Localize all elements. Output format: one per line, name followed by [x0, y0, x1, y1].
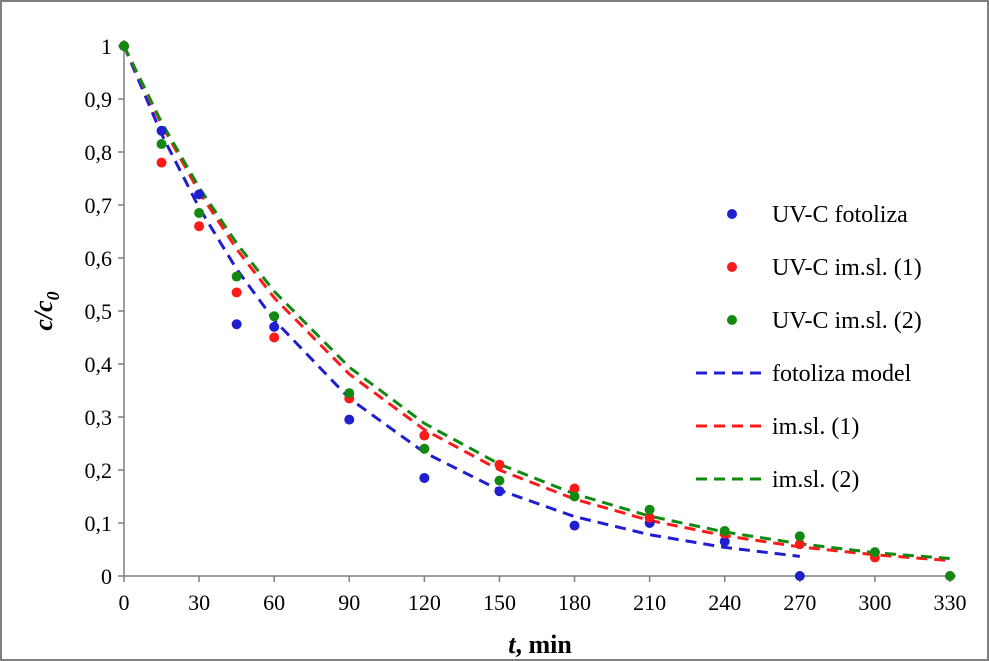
data-point [494, 475, 505, 486]
y-axis-title-sub: 0 [43, 291, 63, 300]
data-point [419, 472, 430, 483]
y-axis-title: c/c0 [29, 291, 63, 330]
x-tick-label: 150 [483, 590, 516, 615]
data-point [419, 430, 430, 441]
legend-label: UV-C im.sl. (2) [772, 308, 922, 334]
data-point [494, 486, 505, 497]
data-point [119, 41, 129, 51]
x-tick-label: 90 [338, 590, 360, 615]
y-tick-label: 0,6 [85, 246, 113, 271]
data-point [194, 221, 205, 232]
x-tick-label: 30 [188, 590, 210, 615]
data-point [231, 287, 242, 298]
model-lines [122, 45, 951, 563]
x-tick-label: 330 [934, 590, 967, 615]
y-tick-label: 0,2 [85, 458, 113, 483]
data-point [194, 207, 205, 218]
y-tick-label: 0,9 [85, 87, 113, 112]
data-point [419, 443, 430, 454]
legend-label: im.sl. (2) [772, 467, 859, 493]
data-point [344, 414, 355, 425]
data-point [644, 504, 655, 515]
y-tick-label: 1 [101, 34, 112, 59]
y-axis-title-main: c/c [29, 300, 58, 331]
y-tick-label: 0,8 [85, 140, 113, 165]
legend-label: im.sl. (1) [772, 414, 859, 440]
data-point [494, 459, 505, 470]
data-point [719, 525, 730, 536]
data-point [194, 189, 205, 200]
x-tick-label: 300 [858, 590, 891, 615]
data-point [794, 539, 805, 550]
x-axis-title: t, min [508, 630, 572, 659]
y-tick-label: 0,3 [85, 405, 113, 430]
data-point [719, 536, 730, 547]
x-axis-title-italic: t [508, 630, 516, 659]
data-points [119, 41, 955, 581]
y-tick-label: 0,7 [85, 193, 113, 218]
data-point [869, 547, 880, 558]
axes: 0 30 60 90 120 150 180 210 240 270 300 330 0 0,1 0,2 0,… [85, 34, 967, 615]
data-point [794, 571, 805, 581]
data-point [569, 483, 580, 494]
data-point [945, 571, 955, 581]
legend-marker [727, 262, 737, 272]
legend-marker [727, 315, 737, 325]
y-tick-label: 0,4 [85, 352, 113, 377]
x-tick-label: 240 [708, 590, 741, 615]
data-point [344, 388, 355, 399]
y-tick-label: 0,1 [85, 511, 113, 536]
x-tick-label: 270 [783, 590, 816, 615]
legend-marker [727, 209, 737, 219]
legend-label: fotoliza model [772, 361, 912, 387]
x-tick-label: 210 [633, 590, 666, 615]
data-point [269, 332, 280, 343]
data-point [569, 520, 580, 531]
legend: UV-C fotoliza UV-C im.sl. (1) UV-C im.sl. … [696, 202, 922, 493]
data-point [794, 531, 805, 542]
legend-label: UV-C im.sl. (1) [772, 255, 922, 281]
data-point [269, 321, 280, 332]
data-point [231, 319, 242, 330]
x-tick-label: 60 [263, 590, 285, 615]
y-tick-label: 0,5 [85, 299, 113, 324]
x-axis-title-rest: , min [515, 630, 572, 659]
model-line [122, 45, 800, 558]
data-point [156, 157, 167, 168]
data-point [569, 491, 580, 502]
data-point [156, 139, 167, 150]
data-point [231, 271, 242, 282]
data-point [269, 311, 280, 322]
legend-label: UV-C fotoliza [772, 202, 908, 228]
x-tick-label: 120 [408, 590, 441, 615]
x-tick-label: 0 [119, 590, 130, 615]
data-point [644, 512, 655, 523]
data-point [156, 125, 167, 136]
x-tick-label: 180 [558, 590, 591, 615]
model-line [122, 45, 951, 560]
y-tick-label: 0 [101, 564, 112, 589]
